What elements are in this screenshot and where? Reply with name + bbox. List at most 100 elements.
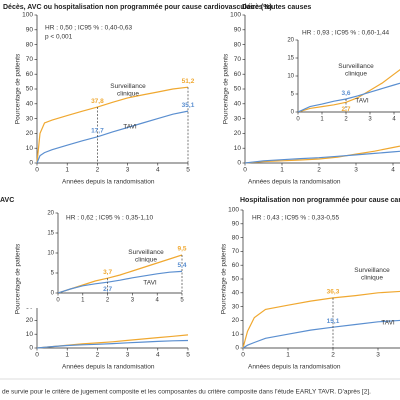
y-tick-label: 10 xyxy=(47,251,54,257)
y-tick-label: 5 xyxy=(51,271,55,277)
value-label: 36,3 xyxy=(327,289,340,296)
y-tick-label: 50 xyxy=(26,86,34,93)
x-tick-label: 1 xyxy=(65,352,69,359)
annotation: HR : 0,93 ; IC95 % : 0,60-1,44 xyxy=(302,30,389,37)
y-tick-label: 10 xyxy=(232,331,240,338)
x-tick-label: 4 xyxy=(392,117,396,123)
x-tick-label: 5 xyxy=(180,298,184,304)
value-label: 2,7 xyxy=(103,286,112,293)
x-axis-label: Années depuis la randomisation xyxy=(62,364,155,371)
x-axis-label: Années depuis la randomisation xyxy=(62,179,155,186)
km-line xyxy=(36,110,189,164)
x-tick-label: 0 xyxy=(243,167,247,174)
y-tick-label: 10 xyxy=(287,74,294,80)
series-label: TAVI xyxy=(123,124,137,131)
value-label: 37,8 xyxy=(91,98,104,105)
y-tick-label: 20 xyxy=(232,317,240,324)
inset-background xyxy=(22,205,197,308)
y-tick-label: 90 xyxy=(232,221,240,228)
annotation: HR : 0,50 ; IC95 % : 0,40-0,63 xyxy=(45,25,132,32)
y-tick-label: 80 xyxy=(234,41,242,48)
x-tick-label: 0 xyxy=(241,352,245,359)
series-label: TAVI xyxy=(143,280,157,287)
y-tick-label: 50 xyxy=(234,86,242,93)
x-tick-label: 2 xyxy=(96,167,100,174)
x-tick-label: 2 xyxy=(331,352,335,359)
value-label: 51,2 xyxy=(182,78,195,85)
series-label: Surveillance clinique xyxy=(338,63,374,78)
y-tick-label: 0 xyxy=(29,345,33,352)
caption: de survie pour le critère de jugement co… xyxy=(2,389,371,396)
y-tick-label: 0 xyxy=(291,110,295,116)
x-tick-label: 0 xyxy=(296,117,300,123)
y-tick-label: 20 xyxy=(26,130,34,137)
panel-title: Décès, AVC ou hospitalisation non progra… xyxy=(3,4,272,11)
y-tick-label: 100 xyxy=(230,12,241,19)
x-tick-label: 3 xyxy=(376,352,380,359)
y-tick-label: 60 xyxy=(232,262,240,269)
y-tick-label: 90 xyxy=(234,27,242,34)
x-tick-label: 5 xyxy=(186,352,190,359)
value-label: 9,5 xyxy=(177,246,186,253)
y-tick-label: 80 xyxy=(26,41,34,48)
x-tick-label: 3 xyxy=(126,352,130,359)
y-tick-label: 0 xyxy=(51,291,55,297)
y-tick-label: 80 xyxy=(232,234,240,241)
x-tick-label: 2 xyxy=(317,167,321,174)
value-label: 35,1 xyxy=(182,102,195,109)
annotation: p < 0,001 xyxy=(45,34,73,41)
y-tick-label: 70 xyxy=(232,248,240,255)
panel-title: AVC xyxy=(0,197,14,204)
km-line xyxy=(36,86,189,164)
y-tick-label: 10 xyxy=(26,145,34,152)
y-tick-label: 100 xyxy=(228,207,239,214)
value-label: 5,4 xyxy=(177,262,186,269)
y-tick-label: 20 xyxy=(234,130,242,137)
y-tick-label: 0 xyxy=(237,160,241,167)
x-tick-label: 3 xyxy=(354,167,358,174)
km-line xyxy=(244,150,400,164)
x-tick-label: 2 xyxy=(344,117,348,123)
x-tick-label: 3 xyxy=(126,167,130,174)
x-tick-label: 1 xyxy=(280,167,284,174)
value-label: 3,6 xyxy=(341,90,350,97)
y-tick-label: 50 xyxy=(232,276,240,283)
x-tick-label: 1 xyxy=(65,167,69,174)
x-tick-label: 1 xyxy=(286,352,290,359)
y-tick-label: 15 xyxy=(47,231,54,237)
value-label: 15,1 xyxy=(327,318,340,325)
series-label: TAVI xyxy=(355,98,369,105)
y-tick-label: 30 xyxy=(234,115,242,122)
y-tick-label: 70 xyxy=(26,56,34,63)
y-tick-label: 40 xyxy=(26,101,34,108)
y-axis-label: Pourcentage de patients xyxy=(223,53,230,124)
series-label: Surveillance clinique xyxy=(110,83,146,98)
series-label: Surveillance clinique xyxy=(354,267,390,282)
y-tick-label: 70 xyxy=(234,56,242,63)
x-tick-label: 4 xyxy=(156,167,160,174)
value-label: 3,7 xyxy=(103,269,112,276)
annotation: HR : 0,62 ; IC95 % : 0,35-1,10 xyxy=(66,215,153,222)
x-tick-label: 5 xyxy=(186,167,190,174)
y-tick-label: 0 xyxy=(235,345,239,352)
x-axis-label: Années depuis la randomisation xyxy=(248,364,341,371)
km-line xyxy=(242,290,400,349)
x-tick-label: 1 xyxy=(81,298,85,304)
km-line xyxy=(58,270,182,293)
km-line xyxy=(298,82,400,112)
y-tick-label: 30 xyxy=(232,303,240,310)
y-tick-label: 10 xyxy=(26,331,34,338)
km-line xyxy=(298,68,400,112)
x-tick-label: 2 xyxy=(106,298,110,304)
y-tick-label: 90 xyxy=(26,27,34,34)
y-tick-label: 15 xyxy=(287,56,294,62)
y-tick-label: 10 xyxy=(234,145,242,152)
x-tick-label: 0 xyxy=(35,167,39,174)
x-tick-label: 1 xyxy=(320,117,324,123)
km-line xyxy=(36,339,189,349)
y-tick-label: 20 xyxy=(287,38,294,44)
x-tick-label: 3 xyxy=(131,298,135,304)
y-axis-label: Pourcentage de patients xyxy=(15,243,22,314)
y-tick-label: 100 xyxy=(22,12,33,19)
value-label: 2,7 xyxy=(341,106,350,113)
